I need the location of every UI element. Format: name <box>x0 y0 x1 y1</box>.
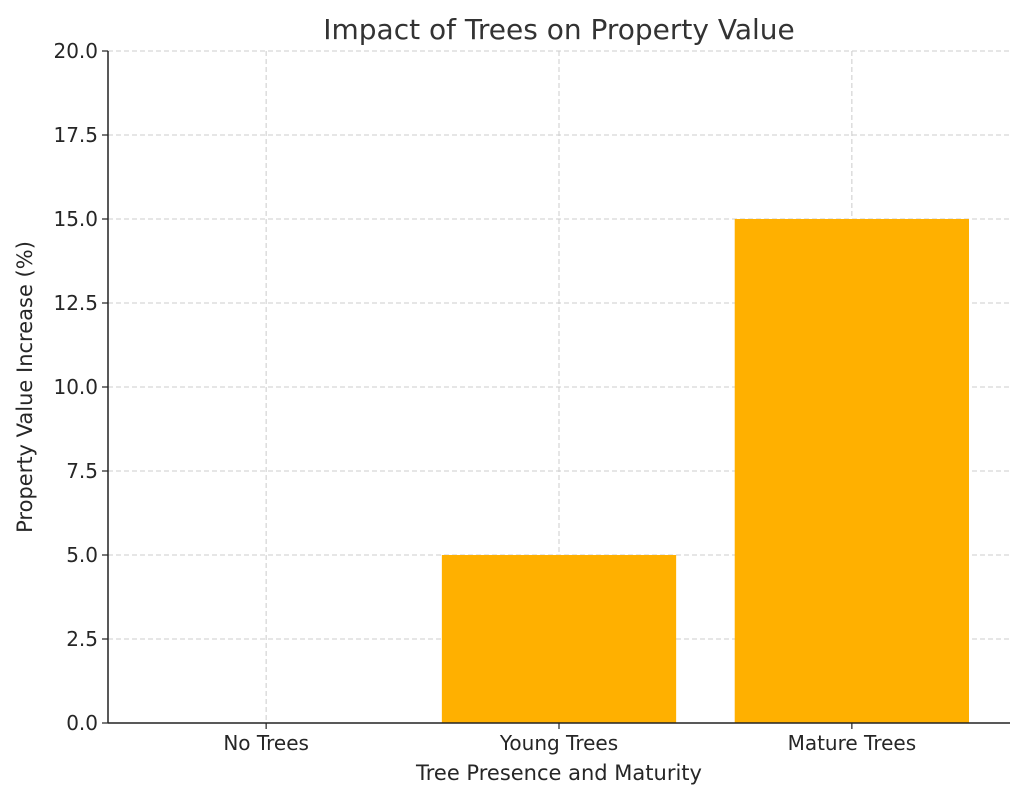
y-tick-label: 10.0 <box>53 375 98 399</box>
bar-young-trees <box>441 555 677 723</box>
x-tick-label: No Trees <box>223 731 309 755</box>
y-axis-ticks: 0.0 2.5 5.0 7.5 10.0 12.5 15.0 17.5 20.0 <box>53 39 108 735</box>
x-tick-label: Young Trees <box>499 731 618 755</box>
y-tick-label: 2.5 <box>66 627 98 651</box>
bars <box>441 219 969 723</box>
y-tick-label: 17.5 <box>53 123 98 147</box>
y-axis-label: Property Value Increase (%) <box>13 241 37 533</box>
y-tick-label: 12.5 <box>53 291 98 315</box>
y-tick-label: 5.0 <box>66 543 98 567</box>
y-tick-label: 0.0 <box>66 711 98 735</box>
x-axis-label: Tree Presence and Maturity <box>415 761 702 785</box>
chart-title: Impact of Trees on Property Value <box>323 13 795 46</box>
x-axis-ticks: No Trees Young Trees Mature Trees <box>223 723 916 755</box>
x-tick-label: Mature Trees <box>788 731 917 755</box>
y-tick-label: 20.0 <box>53 39 98 63</box>
y-tick-label: 7.5 <box>66 459 98 483</box>
bar-mature-trees <box>734 219 969 723</box>
y-tick-label: 15.0 <box>53 207 98 231</box>
